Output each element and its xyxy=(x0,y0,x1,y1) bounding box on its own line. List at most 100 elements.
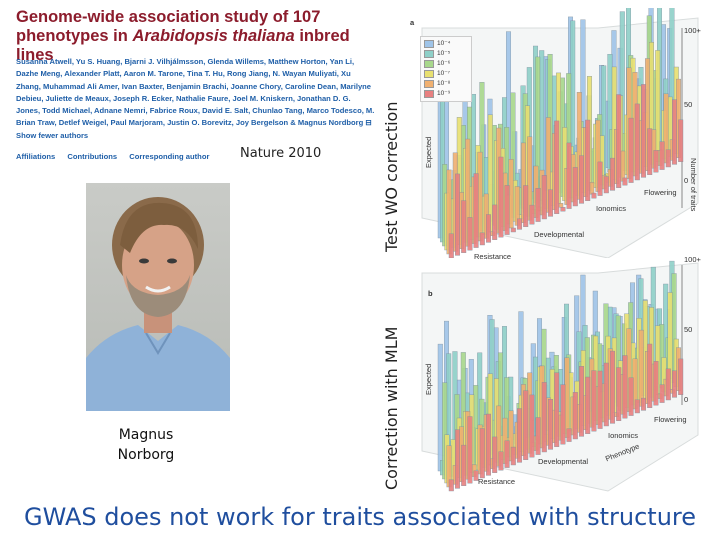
title-part-3: inbred lines xyxy=(16,27,350,64)
authors-text: Susanna Atwell, Yu S. Huang, Bjarni J. V… xyxy=(16,57,375,128)
trait-bar xyxy=(473,470,479,481)
paper-links: Affiliations Contributions Corresponding… xyxy=(16,152,219,161)
tick-a-top: 100+ xyxy=(684,26,701,35)
trait-bar xyxy=(529,394,535,458)
trait-bar xyxy=(603,176,609,194)
tick-b-bottom: 0 xyxy=(684,395,689,404)
trait-bar xyxy=(659,141,665,170)
significance-legend: 10⁻⁴ 10⁻⁵ 10⁻⁶ 10⁻⁷ 10⁻⁸ 10⁻⁹ xyxy=(420,36,472,102)
trait-bar xyxy=(665,368,671,401)
trait-bar xyxy=(634,103,640,181)
trait-bar xyxy=(609,157,615,191)
trait-bar xyxy=(572,392,578,440)
trait-bar xyxy=(585,376,591,434)
author-list: Susanna Atwell, Yu S. Huang, Bjarni J. V… xyxy=(16,56,376,142)
trait-bar xyxy=(659,384,665,403)
trait-bar xyxy=(510,227,516,233)
trait-bar xyxy=(498,156,504,238)
legend-swatch xyxy=(424,40,434,48)
panel-a-chart xyxy=(421,0,699,259)
legend-row: 10⁻⁷ xyxy=(424,69,468,79)
z-axis-label-a: Number of traits xyxy=(689,158,698,212)
caption-line-1: Magnus xyxy=(118,427,174,443)
journal-citation: Nature 2010 xyxy=(240,146,322,161)
trait-bar xyxy=(437,343,443,472)
trait-bar xyxy=(461,200,467,254)
title-species: Arabidopsis thaliana xyxy=(132,27,295,45)
expected-label-a: Expected xyxy=(424,136,433,168)
trait-bar xyxy=(560,384,566,445)
legend-swatch xyxy=(424,90,434,98)
trait-bar xyxy=(467,217,473,251)
legend-swatch xyxy=(424,70,434,78)
trait-bar xyxy=(492,436,498,473)
trait-bar xyxy=(638,329,644,407)
category-b-resistance: Resistance xyxy=(478,477,516,486)
tick-b-top: 100+ xyxy=(684,255,701,264)
legend-label: 10⁻⁸ xyxy=(437,80,451,87)
trait-bar xyxy=(485,214,491,243)
trait-bar xyxy=(541,175,547,220)
trait-bar xyxy=(554,372,560,447)
trait-bar xyxy=(523,185,529,227)
tick-a-mid: 50 xyxy=(684,100,693,109)
trait-bar xyxy=(455,429,461,489)
paper-title: Genome-wide association study of 107 phe… xyxy=(16,8,376,65)
caption-line-2: Norborg xyxy=(117,447,175,463)
trait-bar xyxy=(510,446,516,466)
trait-bar xyxy=(448,479,454,492)
bars-a xyxy=(437,0,684,259)
contributions-link[interactable]: Contributions xyxy=(67,152,118,161)
slide-conclusion: GWAS does not work for traits associated… xyxy=(23,503,697,531)
trait-bar xyxy=(492,204,498,240)
trait-bar xyxy=(547,398,553,450)
trait-bar xyxy=(473,173,479,248)
legend-row: 10⁻⁹ xyxy=(424,89,468,99)
legend-row: 10⁻⁶ xyxy=(424,59,468,69)
trait-bar xyxy=(516,218,522,230)
trait-bar xyxy=(479,428,485,479)
trait-bar xyxy=(523,390,529,461)
trait-bar xyxy=(516,408,522,463)
category-a-ionomics: Ionomics xyxy=(596,204,627,213)
gwas-panel-a: a 10⁻⁴ 10⁻⁵ 10⁻⁶ 10⁻⁷ 10⁻⁸ 10⁻⁹ 100+ 50 … xyxy=(398,0,710,261)
legend-row: 10⁻⁴ xyxy=(424,39,468,49)
trait-bar xyxy=(479,232,485,246)
panel-b-chart xyxy=(421,260,699,492)
trait-bar xyxy=(585,119,591,202)
trait-bar xyxy=(678,358,684,396)
trait-bar xyxy=(591,192,597,199)
trait-bar xyxy=(529,204,535,225)
gwas-panel-b: b 100+ 50 0 Expected Flowering Ionomics … xyxy=(398,255,710,495)
trait-bar xyxy=(640,397,646,411)
trait-bar xyxy=(504,185,510,235)
trait-bar xyxy=(616,367,622,421)
affiliations-link[interactable]: Affiliations xyxy=(16,152,56,161)
legend-label: 10⁻⁷ xyxy=(437,70,451,77)
trait-bar xyxy=(653,150,659,173)
trait-bar xyxy=(485,413,491,476)
trait-bar xyxy=(541,382,547,453)
legend-label: 10⁻⁶ xyxy=(437,60,451,67)
trait-bar xyxy=(498,451,504,471)
trait-bar xyxy=(455,173,461,256)
tick-b-mid: 50 xyxy=(684,325,693,334)
trait-bar xyxy=(622,355,628,419)
trait-bar xyxy=(665,149,671,168)
show-fewer-link[interactable]: ⊟ Show fewer authors xyxy=(16,118,372,140)
corresponding-author-link[interactable]: Corresponding author xyxy=(129,152,210,161)
trait-bar xyxy=(622,177,628,186)
legend-label: 10⁻⁵ xyxy=(437,50,451,57)
trait-bar xyxy=(616,94,622,189)
trait-bar xyxy=(597,370,603,429)
trait-bar xyxy=(647,128,653,175)
show-fewer-label: Show fewer authors xyxy=(16,130,89,140)
trait-bar xyxy=(647,343,653,408)
trait-bar xyxy=(653,360,659,406)
trait-bar xyxy=(535,187,541,222)
trait-bar xyxy=(628,117,634,183)
panel-a-letter: a xyxy=(410,18,415,27)
category-a-developmental: Developmental xyxy=(534,230,585,239)
portrait-illustration xyxy=(86,183,230,411)
trait-bar xyxy=(566,142,572,209)
